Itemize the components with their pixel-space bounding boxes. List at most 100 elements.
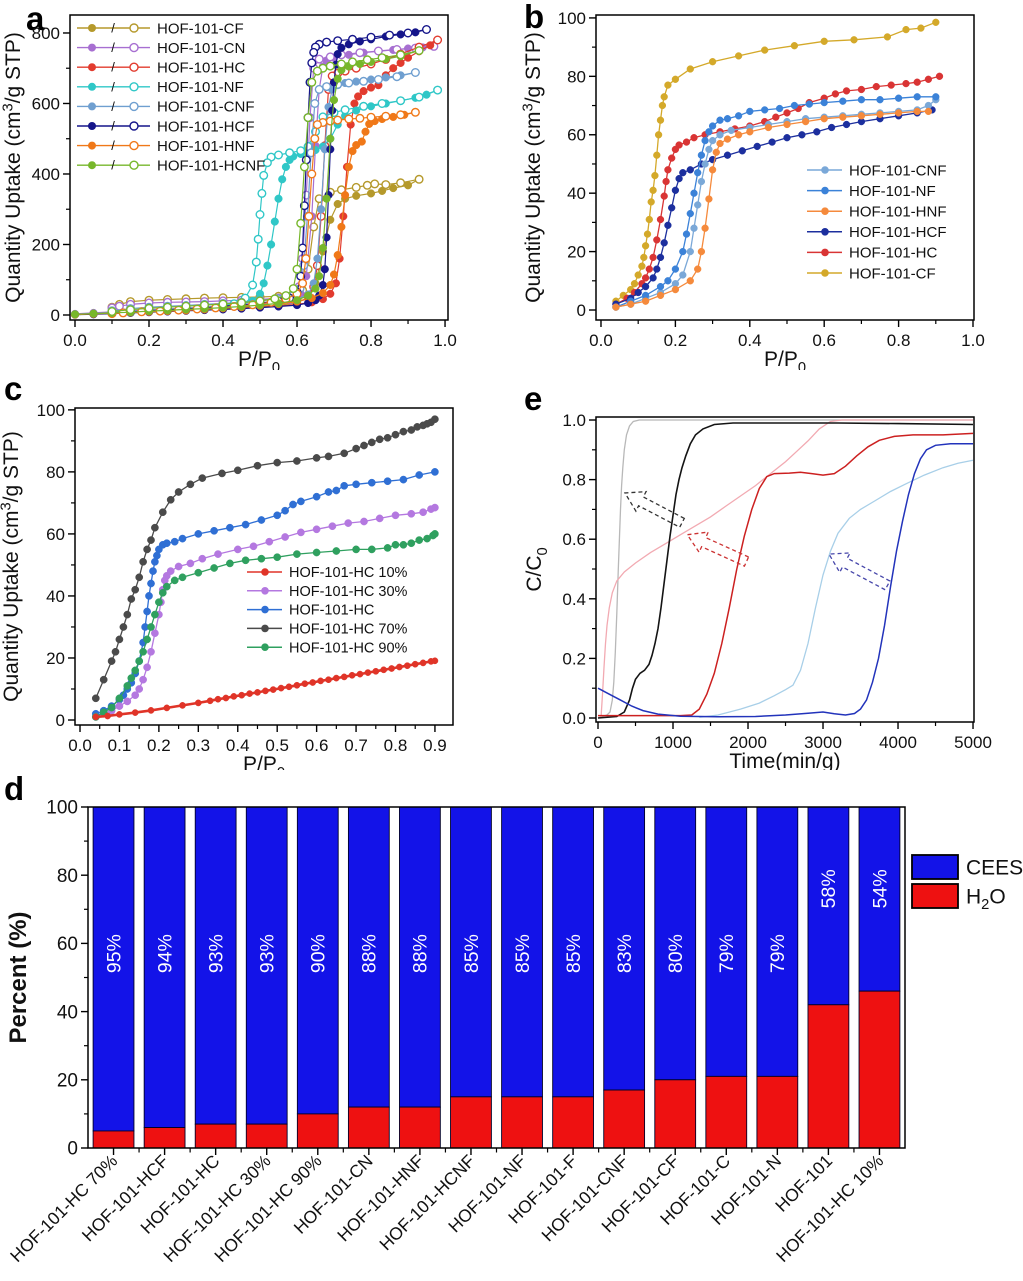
x-tick-label: 0.7 [344, 736, 368, 755]
x-tick-label: 0.6 [812, 331, 836, 350]
y-tick-label: 60 [46, 525, 65, 544]
series-HOF-101-HC 70% [91, 415, 439, 703]
bar-percent-label: 88% [410, 934, 432, 973]
legend-label: HOF-101-HC 70% [289, 621, 408, 637]
series-breakthrough-black [597, 422, 974, 719]
x-axis-label: P/P0 [238, 348, 280, 370]
x-tick-label: 0.2 [147, 736, 171, 755]
legend: HOF-101-HC 10% HOF-101-HC 30% HOF-101-HC HO… [247, 565, 408, 656]
y-axis-label: Percent (%) [5, 911, 32, 1043]
x-tick-label: 0.0 [68, 736, 92, 755]
bar-h2o-segment [92, 1130, 135, 1149]
bar-cees-segment [92, 806, 135, 1132]
series-HOF-101-HC 90% [91, 530, 439, 721]
y-tick-label: 60 [567, 126, 586, 145]
x-tick-label: 0.5 [265, 736, 289, 755]
bar-HOF-101-HNF: 88% [399, 806, 441, 1149]
bar-percent-label: 85% [563, 934, 585, 973]
y-tick-label: 20 [57, 1070, 78, 1091]
panel-d-percent-bar-chart: 95% HOF-101-HC 70% 94% HOF-101-HCF 93% HOF-10… [0, 770, 1023, 1281]
x-tick-label: 0 [593, 733, 602, 752]
y-tick-label: 60 [57, 934, 78, 955]
legend-label: HOF-101-NF [157, 79, 244, 96]
x-axis-label: Time(min/g) [729, 750, 840, 770]
y-tick-label: 600 [32, 94, 60, 113]
panel-b-svg: 0.0 0.2 0.4 0.6 0.8 1.0 0 20 40 60 80 100 P/P0 Quanti… [521, 9, 985, 376]
legend-slash: / [111, 60, 115, 75]
bar-h2o-segment [245, 1123, 288, 1149]
y-tick-label: 400 [32, 165, 60, 184]
x-tick-label: 0.4 [226, 736, 250, 755]
y-tick-label: 0 [51, 306, 60, 325]
legend-slash: / [111, 21, 115, 36]
bar-h2o-segment [296, 1113, 339, 1149]
panel-c-isotherm-chart: 0.0 0.1 0.2 0.3 0.4 0.5 0.6 0.7 0.8 0.9 0 20 40 60 80 1… [0, 370, 511, 781]
y-tick-label: 80 [567, 67, 586, 86]
legend-slash: / [111, 119, 115, 134]
y-tick-label: 0 [577, 301, 586, 320]
legend: CEES H2O [911, 854, 1023, 913]
series-breakthrough-red [598, 432, 974, 717]
series-HOF-101-HCNF desorption [107, 46, 424, 317]
bar-h2o-segment [654, 1079, 697, 1149]
bar-cees-segment [858, 806, 901, 992]
bar-percent-label: 93% [205, 934, 227, 973]
y-tick-label: 100 [558, 9, 586, 28]
breakthrough-shift-arrow [623, 490, 686, 529]
legend-label: HOF-101-CF [849, 265, 936, 282]
legend-slash: / [111, 40, 115, 55]
panel-d-label: d [4, 770, 25, 807]
legend-slash: / [111, 138, 115, 153]
legend-slash: / [111, 99, 115, 114]
y-axis-label: Quantity Uptake (cm3/g STP) [1, 32, 25, 303]
x-tick-label: 0.8 [359, 331, 383, 350]
bar-percent-label: 94% [154, 934, 176, 973]
y-tick-label: 0.8 [562, 471, 586, 490]
y-tick-label: 0 [67, 1139, 78, 1160]
bar-h2o-segment [807, 1004, 850, 1149]
series-breakthrough-pink [600, 419, 973, 719]
bar-percent-label: 79% [767, 934, 789, 973]
legend-label: HOF-101-HC [289, 603, 374, 619]
bar-cees-segment [143, 806, 186, 1128]
series-HOF-101-HNF [612, 107, 933, 311]
bar-percent-label: 83% [614, 934, 636, 973]
bar-h2o-segment [603, 1089, 646, 1149]
legend-label: H2O [966, 885, 1006, 913]
bar-h2o-segment [399, 1106, 441, 1149]
y-tick-label: 0.6 [562, 530, 586, 549]
series-breakthrough-lightblue [699, 459, 974, 719]
y-tick-label: 800 [32, 24, 60, 43]
x-tick-label: 0.6 [285, 331, 309, 350]
y-tick-label: 80 [57, 866, 78, 887]
bar-HOF-101-HCNF: 85% [450, 806, 492, 1149]
x-tick-label: 1000 [654, 733, 692, 752]
legend-label: HOF-101-CNF [157, 99, 255, 116]
bar-h2o-segment [347, 1106, 390, 1149]
y-axis-label: C/C0 [523, 547, 551, 591]
panel-a-svg: 0.0 0.2 0.4 0.6 0.8 1.0 0 200 400 600 800 P/P0 Quant… [1, 14, 457, 376]
legend-label: HOF-101-CNF [849, 162, 947, 179]
plot-frame [74, 407, 454, 726]
bar-cees-segment [194, 806, 237, 1125]
bar-cees-segment [552, 806, 594, 1098]
bar-HOF-101: 58% [807, 806, 850, 1149]
bar-cees-segment [501, 806, 543, 1098]
legend-label: HOF-101-HCF [849, 224, 947, 241]
x-tick-label: 0.2 [664, 331, 688, 350]
bar-cees-segment [756, 806, 799, 1077]
legend-label: HOF-101-HC 10% [289, 565, 408, 581]
panel-b-isotherm-chart: 0.0 0.2 0.4 0.6 0.8 1.0 0 20 40 60 80 100 P/P0 Quanti… [511, 0, 1023, 376]
bar-HOF-101-HC 30%: 93% [245, 806, 288, 1149]
x-axis-label: P/P0 [764, 348, 806, 370]
legend-label: HOF-101-NF [849, 183, 936, 200]
plot-frame [69, 14, 449, 321]
x-tick-label: 4000 [879, 733, 917, 752]
panel-c-label: c [4, 370, 23, 407]
x-tick-label: 0.3 [186, 736, 210, 755]
bar-HOF-101-HC 90%: 90% [296, 806, 339, 1149]
panel-a-isotherm-chart: 0.0 0.2 0.4 0.6 0.8 1.0 0 200 400 600 800 P/P0 Quant… [0, 0, 511, 376]
bar-HOF-101-CF: 80% [654, 806, 697, 1149]
y-axis-label: Quantity Uptake (cm3/g STP) [521, 32, 545, 303]
bar-percent-label: 58% [818, 869, 840, 908]
